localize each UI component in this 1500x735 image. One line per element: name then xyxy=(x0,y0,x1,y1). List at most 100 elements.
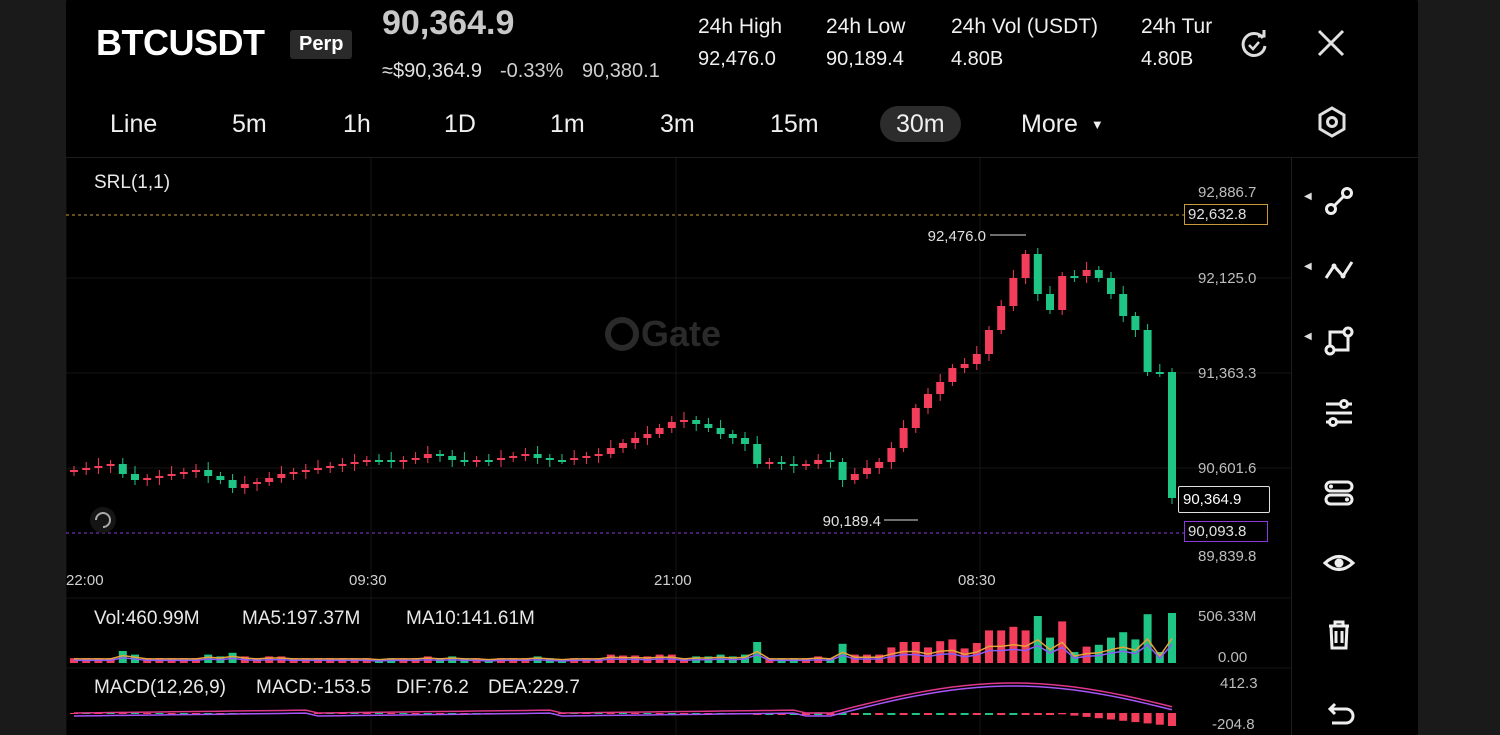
candle-body xyxy=(545,458,554,460)
candle-body xyxy=(777,462,786,464)
candle-body xyxy=(131,474,139,480)
trend-line-tool[interactable]: ◀ xyxy=(1292,176,1418,226)
timeframe-30m[interactable]: 30m xyxy=(880,106,961,142)
stat-turnover-label: 24h Tur xyxy=(1141,15,1213,38)
ma10-line xyxy=(74,643,1173,662)
shape-tool[interactable]: ◀ xyxy=(1292,316,1418,366)
candle-body xyxy=(680,420,688,422)
volume-axis-bottom: 0.00 xyxy=(1218,649,1248,666)
macd-bar xyxy=(838,713,847,715)
visibility-tool[interactable] xyxy=(1292,538,1418,588)
macd-bar xyxy=(387,713,396,714)
polyline-tool[interactable]: ◀ xyxy=(1292,246,1418,296)
candle-body xyxy=(350,462,359,464)
candle-body xyxy=(436,454,444,456)
delete-drawings-tool[interactable] xyxy=(1292,610,1418,660)
candle-body xyxy=(423,454,432,458)
undo-icon xyxy=(1327,702,1355,725)
timeframe-line[interactable]: Line xyxy=(110,110,158,138)
macd-bar xyxy=(911,713,920,715)
macd-bar xyxy=(1168,713,1176,726)
chart-area[interactable]: Gate 92,476.0 90,189.4 xyxy=(66,158,1291,735)
volume-bar xyxy=(924,647,932,663)
timeframe-1h[interactable]: 1h xyxy=(343,110,371,138)
macd-bar xyxy=(131,713,139,714)
refresh-icon[interactable] xyxy=(1236,26,1272,62)
close-icon[interactable] xyxy=(1314,26,1348,60)
macd-bar xyxy=(1107,713,1115,720)
candle-body xyxy=(924,394,932,408)
candle-body xyxy=(289,472,298,474)
candle-body xyxy=(838,462,847,480)
symbol-title[interactable]: BTCUSDT xyxy=(96,22,265,63)
candle-body xyxy=(1155,372,1164,374)
candle-body xyxy=(521,454,530,456)
candle-body xyxy=(1119,294,1128,316)
timeframe-1d[interactable]: 1D xyxy=(444,110,476,138)
low-marker: 90,189.4 xyxy=(823,513,918,530)
more-timeframes-button[interactable]: More ▼ xyxy=(1021,106,1104,142)
macd-bar xyxy=(887,713,896,715)
macd-bar xyxy=(948,713,957,715)
time-axis-label: 21:00 xyxy=(654,572,692,589)
candles xyxy=(70,248,1176,504)
timeframe-3m[interactable]: 3m xyxy=(660,110,695,138)
contract-type-badge: Perp xyxy=(290,30,353,59)
more-label: More xyxy=(1021,110,1078,138)
volume-bar xyxy=(960,648,969,663)
stat-low-label: 24h Low xyxy=(826,15,906,38)
candle-body xyxy=(606,448,615,454)
macd-bar xyxy=(789,713,798,715)
candle-body xyxy=(1107,278,1115,294)
candle-body xyxy=(375,460,383,462)
high-marker: 92,476.0 xyxy=(928,228,1026,245)
macd-bar xyxy=(594,713,603,714)
macd-bar xyxy=(692,713,701,714)
candle-body xyxy=(850,474,859,480)
macd-label: MACD(12,26,9) xyxy=(94,677,226,698)
price-axis-label: 89,839.8 xyxy=(1198,548,1257,565)
volume-value: Vol:460.99M xyxy=(94,608,200,629)
candle-body xyxy=(1070,276,1079,278)
macd-bar xyxy=(936,713,945,715)
usd-price: ≈$90,364.9 xyxy=(382,60,482,82)
macd-bar xyxy=(179,713,188,714)
visibility-eye-icon xyxy=(1322,555,1356,571)
candlestick-chart[interactable]: Gate 92,476.0 90,189.4 xyxy=(66,158,1291,735)
macd-bar xyxy=(70,713,78,714)
candle-body xyxy=(1033,254,1042,294)
macd-bar xyxy=(1058,713,1067,715)
candle-body xyxy=(533,454,542,458)
candle-body xyxy=(265,478,274,482)
macd-dea: DEA:229.7 xyxy=(488,677,580,698)
expand-arrow-icon: ◀ xyxy=(1304,331,1312,342)
expand-arrow-icon: ◀ xyxy=(1304,191,1312,202)
timeframe-5m[interactable]: 5m xyxy=(232,110,267,138)
candle-body xyxy=(1168,372,1176,498)
settings-hexagon-icon[interactable] xyxy=(1314,104,1350,140)
candle-body xyxy=(1046,294,1054,310)
srl-indicator-label[interactable]: SRL(1,1) xyxy=(94,172,171,193)
macd-bar xyxy=(204,713,213,714)
volume-axis-top: 506.33M xyxy=(1198,608,1257,625)
candle-body xyxy=(582,456,591,458)
candle-body xyxy=(484,460,493,462)
indicator-settings-tool[interactable] xyxy=(1292,388,1418,438)
timeframe-15m[interactable]: 15m xyxy=(770,110,819,138)
candle-body xyxy=(338,464,347,466)
drawing-toolbar: ◀ ◀ ◀ xyxy=(1291,158,1418,735)
template-tool[interactable] xyxy=(1292,468,1418,518)
candle-body xyxy=(155,476,164,478)
candle-body xyxy=(667,422,676,428)
last-price: 90,364.9 xyxy=(382,4,515,42)
macd-bar xyxy=(814,713,823,715)
undo-tool[interactable] xyxy=(1292,688,1418,735)
stat-volume-label: 24h Vol (USDT) xyxy=(951,15,1099,38)
candle-body xyxy=(1009,278,1018,306)
volume-bar xyxy=(936,641,945,663)
price-axis-label: 92,125.0 xyxy=(1198,270,1257,287)
timeframe-1m[interactable]: 1m xyxy=(550,110,585,138)
macd-bar xyxy=(375,713,383,714)
chart-reset-icon xyxy=(90,507,116,533)
macd-bar xyxy=(118,713,127,714)
